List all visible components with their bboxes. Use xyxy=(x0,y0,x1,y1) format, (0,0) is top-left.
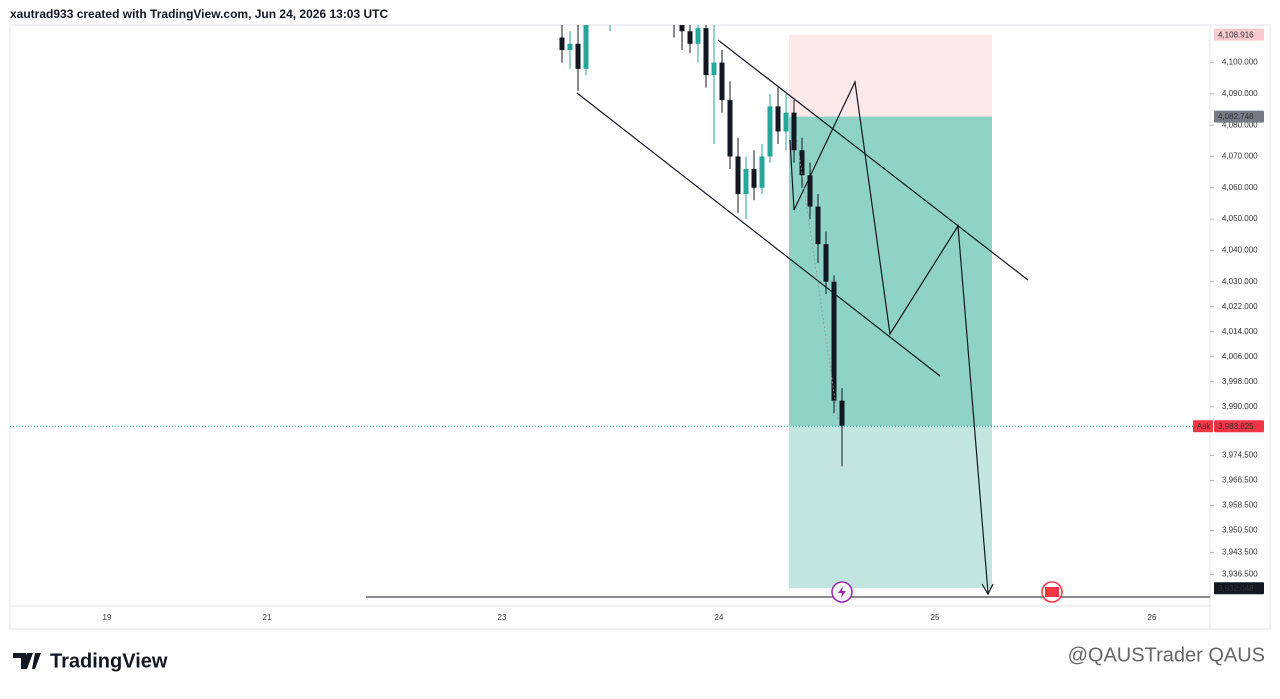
channel-upper xyxy=(717,39,1029,281)
candle-body xyxy=(672,6,677,19)
chart-frame xyxy=(9,24,1271,630)
x-tick-label: 26 xyxy=(1148,613,1157,622)
candle-body xyxy=(679,25,685,32)
candle-body xyxy=(743,168,749,195)
candle-body xyxy=(799,150,805,176)
y-tick-label: 4,070.000 xyxy=(1222,152,1258,161)
y-tick-label: 4,060.000 xyxy=(1222,183,1258,192)
trend-dashed xyxy=(796,139,839,421)
profit-zone xyxy=(789,116,992,427)
x-tick-label: 23 xyxy=(498,613,507,622)
zigzag-projection xyxy=(789,79,989,594)
candle-body xyxy=(791,112,797,151)
drawings xyxy=(366,39,1210,598)
candle-body xyxy=(815,206,821,245)
candle-body xyxy=(711,62,717,76)
y-tick-label: 4,006.000 xyxy=(1222,352,1258,361)
tv-logo xyxy=(13,653,41,669)
y-tick-label: 3,990.000 xyxy=(1222,402,1258,411)
candle-body xyxy=(735,156,741,195)
y-tick-label: 3,936.500 xyxy=(1222,569,1258,578)
price-tag-label: 3,983.825 xyxy=(1218,422,1254,431)
candle-body xyxy=(600,0,605,6)
y-tick-label: 3,966.500 xyxy=(1222,476,1258,485)
price-tag-label: 3,932.048 xyxy=(1218,584,1254,593)
y-tick-label: 4,030.000 xyxy=(1222,277,1258,286)
candle-body xyxy=(719,62,725,101)
x-tick-label: 19 xyxy=(103,613,112,622)
candle-body xyxy=(727,100,733,157)
price-tag xyxy=(1214,420,1264,433)
candle-body xyxy=(648,0,653,3)
candle-body xyxy=(775,106,781,132)
candle-body xyxy=(656,0,661,3)
x-tick-label: 25 xyxy=(931,613,940,622)
channel-lower xyxy=(576,92,941,377)
x-tick-label: 24 xyxy=(715,613,724,622)
price-tag xyxy=(1214,28,1264,41)
profit-zone-remaining xyxy=(789,426,992,589)
candle-body xyxy=(831,281,837,401)
y-tick-label: 4,014.000 xyxy=(1222,327,1258,336)
candle-body xyxy=(751,168,757,188)
flag xyxy=(1045,587,1059,597)
price-axis: 4,100.000 4,090.000 4,080.000 4,070.000 4,06… xyxy=(103,28,1264,622)
candle-body xyxy=(664,0,669,6)
plot xyxy=(10,0,1210,589)
y-tick-label: 4,050.000 xyxy=(1222,214,1258,223)
y-tick-label: 3,974.500 xyxy=(1222,451,1258,460)
ask-box xyxy=(1193,420,1213,433)
candle-body xyxy=(575,43,581,69)
candle-body xyxy=(823,244,829,282)
lightning xyxy=(838,586,846,598)
header-title: xautrad933 created with TradingView.com,… xyxy=(10,7,388,21)
y-tick-label: 4,080.000 xyxy=(1222,120,1258,129)
brand: TradingView xyxy=(50,650,168,672)
watermark: @QAUSTrader QAUS xyxy=(1068,644,1265,666)
candle-body xyxy=(703,28,709,76)
y-tick-label: 4,040.000 xyxy=(1222,245,1258,254)
x-tick-label: 21 xyxy=(263,613,272,622)
candle-body xyxy=(839,400,845,426)
y-tick-label: 3,958.500 xyxy=(1222,501,1258,510)
candle-body xyxy=(559,37,565,51)
candle-body xyxy=(567,43,573,51)
ask-label: Ask xyxy=(1197,422,1211,431)
y-tick-label: 4,090.000 xyxy=(1222,89,1258,98)
price-tag xyxy=(1214,582,1264,595)
candle-body xyxy=(783,112,789,132)
arrow-head xyxy=(981,583,994,596)
price-tag xyxy=(1214,110,1264,123)
y-tick-label: 3,943.500 xyxy=(1222,548,1258,557)
candle-body xyxy=(592,0,597,19)
y-tick-label: 3,998.000 xyxy=(1222,377,1258,386)
candle-body xyxy=(687,31,693,44)
price-tag-label: 4,082.748 xyxy=(1218,112,1254,121)
y-tick-label: 4,100.000 xyxy=(1222,58,1258,67)
candle-body xyxy=(767,106,773,157)
price-tag-label: 4,108.916 xyxy=(1218,30,1254,39)
y-tick-label: 4,022.000 xyxy=(1222,302,1258,311)
candle-body xyxy=(608,0,613,6)
candle-body xyxy=(695,28,701,44)
y-tick-label: 3,950.500 xyxy=(1222,526,1258,535)
candle-body xyxy=(807,175,813,207)
candle-body xyxy=(759,156,765,188)
stop-zone xyxy=(789,34,992,117)
candle-body xyxy=(583,25,589,69)
